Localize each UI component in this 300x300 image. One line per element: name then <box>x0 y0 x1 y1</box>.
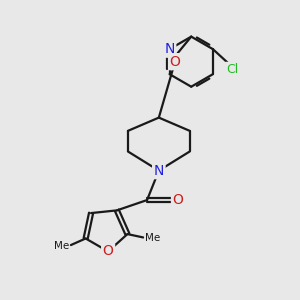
Text: N: N <box>154 164 164 178</box>
Text: O: O <box>103 244 114 259</box>
Text: Me: Me <box>145 233 160 243</box>
Text: O: O <box>169 55 181 69</box>
Text: Me: Me <box>54 241 69 251</box>
Text: Cl: Cl <box>226 63 238 76</box>
Text: N: N <box>164 42 175 56</box>
Text: O: O <box>172 193 183 207</box>
